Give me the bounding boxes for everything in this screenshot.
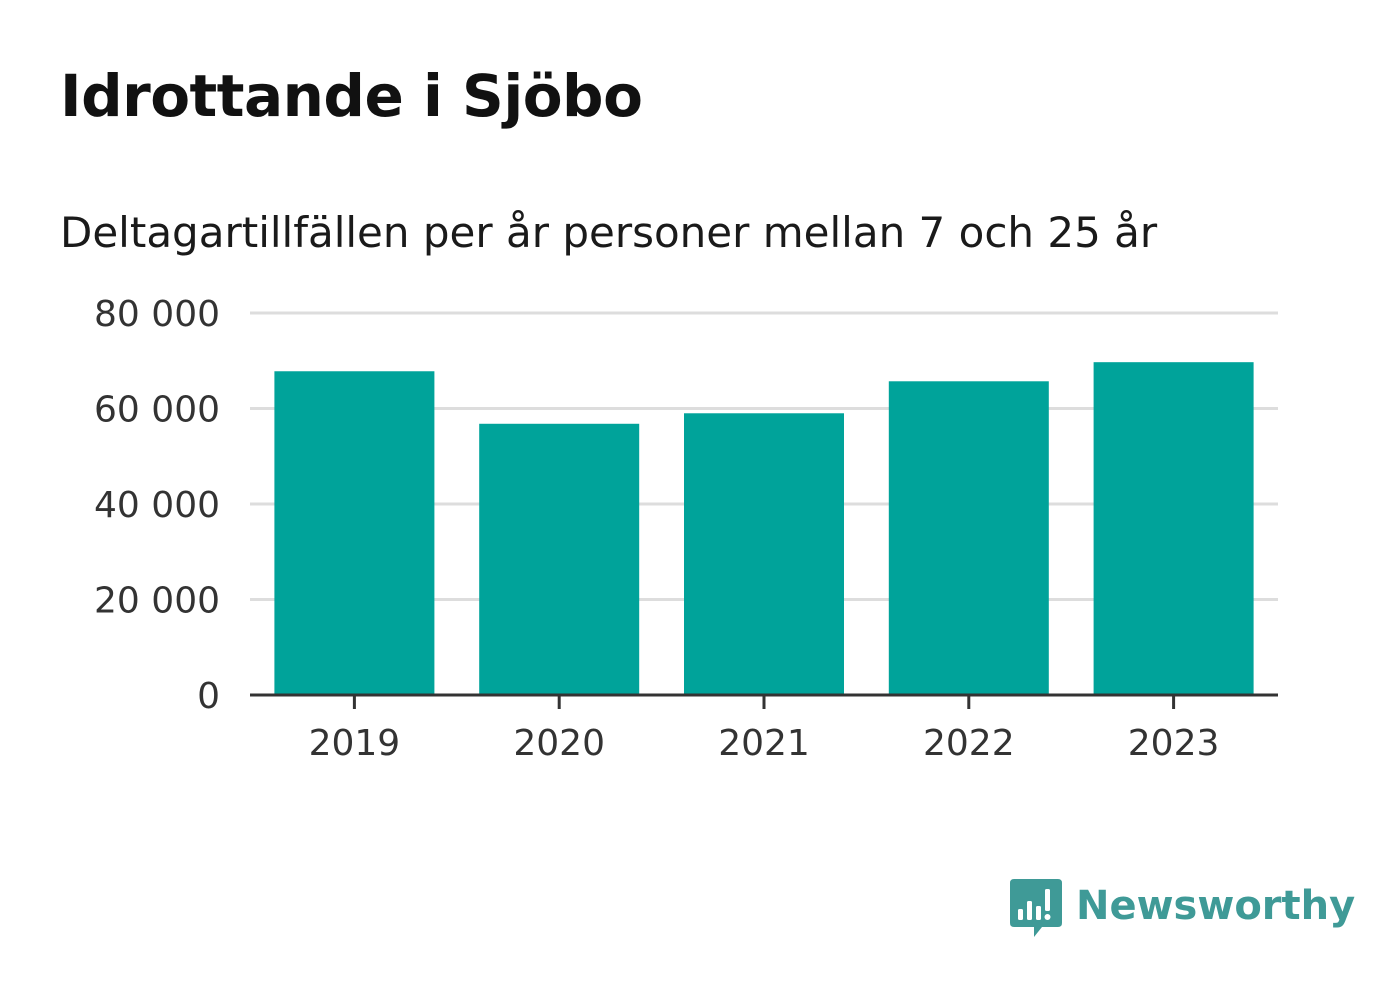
x-tick-label: 2021 xyxy=(718,723,810,764)
x-tick-label: 2020 xyxy=(513,723,605,764)
chart-subtitle: Deltagartillfällen per år personer mella… xyxy=(60,208,1158,257)
y-tick-label: 60 000 xyxy=(94,390,220,431)
y-tick-label: 80 000 xyxy=(94,294,220,335)
chart-title: Idrottande i Sjöbo xyxy=(60,62,643,130)
y-tick-label: 20 000 xyxy=(94,581,220,622)
bar-2023 xyxy=(1093,362,1254,695)
y-tick-label: 0 xyxy=(197,676,220,717)
bar-2021 xyxy=(684,413,844,695)
newsworthy-logo-icon xyxy=(1010,879,1062,937)
x-tick-label: 2019 xyxy=(309,723,401,764)
bar-2019 xyxy=(274,371,435,695)
brand: Newsworthy xyxy=(1010,878,1355,940)
bar-2022 xyxy=(888,381,1049,695)
x-tick-label: 2022 xyxy=(923,723,1015,764)
brand-name: Newsworthy xyxy=(1076,883,1356,929)
bar-2020 xyxy=(479,423,640,695)
y-tick-label: 40 000 xyxy=(94,485,220,526)
x-tick-label: 2023 xyxy=(1128,723,1220,764)
